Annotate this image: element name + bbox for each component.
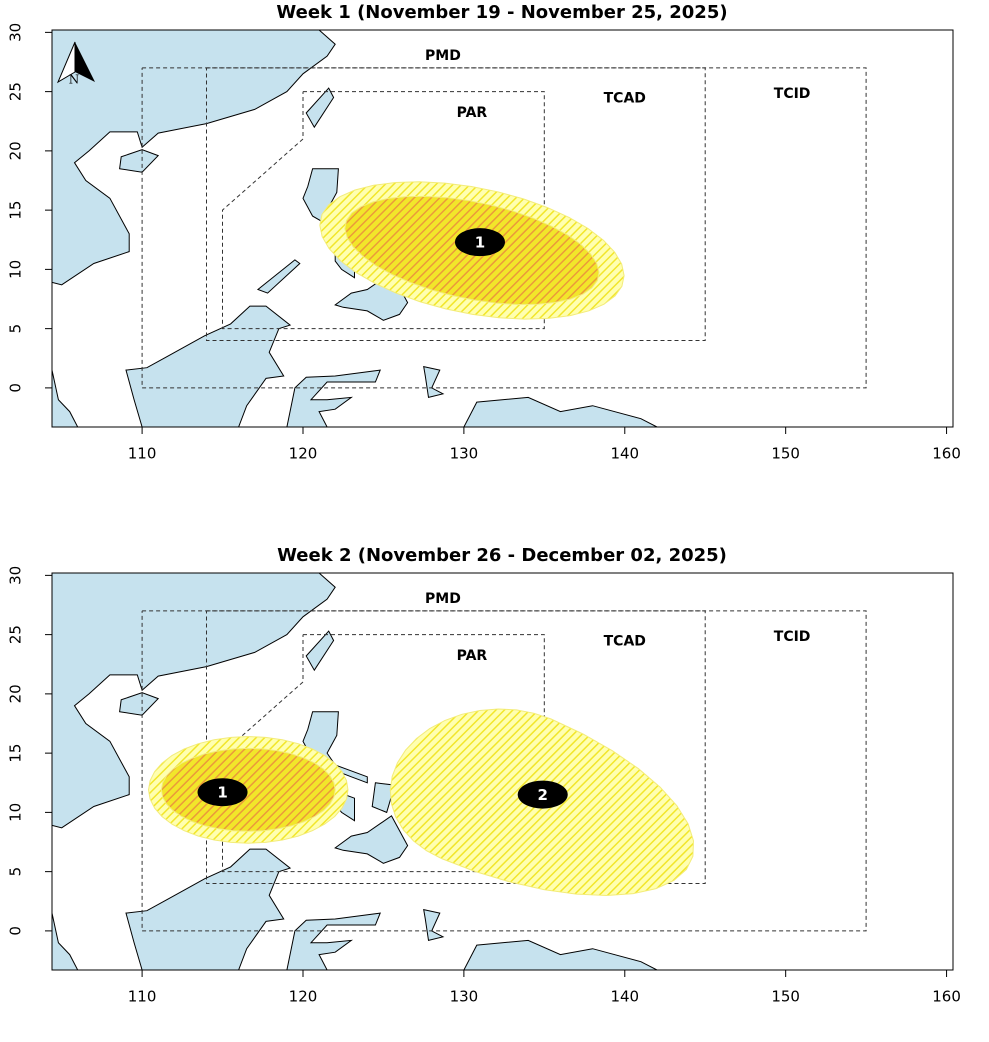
x-tick-label: 140 bbox=[610, 988, 639, 1006]
x-tick-label: 160 bbox=[932, 445, 961, 463]
boundary bbox=[141, 610, 867, 932]
boundary bbox=[141, 67, 867, 389]
x-tick-label: 110 bbox=[128, 445, 157, 463]
marker-label: 1 bbox=[217, 784, 227, 802]
y-tick-label: 5 bbox=[7, 324, 25, 334]
plot-frame bbox=[51, 572, 954, 971]
region-label: TCAD bbox=[604, 634, 646, 650]
threat-area bbox=[160, 747, 336, 832]
land bbox=[256, 259, 301, 294]
land bbox=[463, 396, 658, 427]
x-tick-label: 160 bbox=[932, 988, 961, 1006]
y-tick-label: 20 bbox=[7, 141, 25, 160]
x-tick-label: 150 bbox=[771, 988, 800, 1006]
land bbox=[371, 782, 396, 814]
region-label: PAR bbox=[457, 105, 488, 121]
map-area bbox=[52, 573, 867, 970]
y-tick-label: 25 bbox=[7, 625, 25, 644]
marker-label: 1 bbox=[475, 234, 485, 252]
boundary bbox=[222, 634, 545, 873]
land bbox=[305, 630, 335, 672]
map-panel: Week 2 (November 26 - December 02, 2025)… bbox=[7, 545, 961, 1006]
y-tick-label: 30 bbox=[7, 566, 25, 585]
region-label: TCAD bbox=[604, 91, 646, 107]
x-tick-label: 150 bbox=[771, 445, 800, 463]
y-tick-label: 15 bbox=[7, 744, 25, 763]
y-tick-label: 0 bbox=[7, 926, 25, 936]
y-tick-label: 30 bbox=[7, 23, 25, 42]
y-tick-label: 10 bbox=[7, 803, 25, 822]
land bbox=[52, 369, 79, 427]
region-label: TCID bbox=[774, 86, 811, 102]
x-tick-label: 130 bbox=[450, 988, 479, 1006]
land bbox=[423, 365, 445, 399]
x-tick-label: 120 bbox=[289, 988, 318, 1006]
north-arrow bbox=[75, 42, 95, 82]
boundary bbox=[206, 67, 706, 341]
x-tick-label: 110 bbox=[128, 988, 157, 1006]
region-label: PMD bbox=[425, 48, 461, 64]
x-tick-label: 120 bbox=[289, 445, 318, 463]
marker-label: 2 bbox=[538, 786, 548, 804]
land bbox=[286, 369, 381, 427]
land bbox=[463, 939, 658, 970]
land bbox=[119, 149, 160, 173]
map-title: Week 2 (November 26 - December 02, 2025) bbox=[277, 545, 727, 566]
map-panel: Week 1 (November 19 - November 25, 2025)… bbox=[7, 2, 961, 463]
y-tick-label: 20 bbox=[7, 684, 25, 703]
y-tick-label: 0 bbox=[7, 383, 25, 393]
land bbox=[286, 912, 381, 970]
land bbox=[52, 30, 336, 286]
x-tick-label: 130 bbox=[450, 445, 479, 463]
storm-marker bbox=[454, 228, 505, 257]
land bbox=[119, 692, 160, 716]
map-area bbox=[52, 30, 867, 427]
land bbox=[305, 87, 335, 129]
land bbox=[423, 908, 445, 942]
y-tick-label: 15 bbox=[7, 201, 25, 220]
land bbox=[52, 912, 79, 970]
north-label: N bbox=[69, 73, 80, 87]
region-label: PAR bbox=[457, 648, 488, 664]
land bbox=[125, 848, 292, 970]
land bbox=[52, 573, 336, 829]
map-title: Week 1 (November 19 - November 25, 2025) bbox=[276, 2, 727, 23]
y-tick-label: 25 bbox=[7, 82, 25, 101]
x-tick-label: 140 bbox=[610, 445, 639, 463]
land bbox=[302, 711, 368, 784]
land bbox=[334, 815, 409, 864]
region-label: PMD bbox=[425, 591, 461, 607]
storm-marker bbox=[517, 780, 568, 809]
storm-marker bbox=[197, 778, 248, 807]
boundary bbox=[222, 91, 545, 330]
plot-frame bbox=[51, 29, 954, 428]
region-label: TCID bbox=[774, 629, 811, 645]
land bbox=[125, 305, 292, 427]
y-tick-label: 10 bbox=[7, 260, 25, 279]
y-tick-label: 5 bbox=[7, 867, 25, 877]
